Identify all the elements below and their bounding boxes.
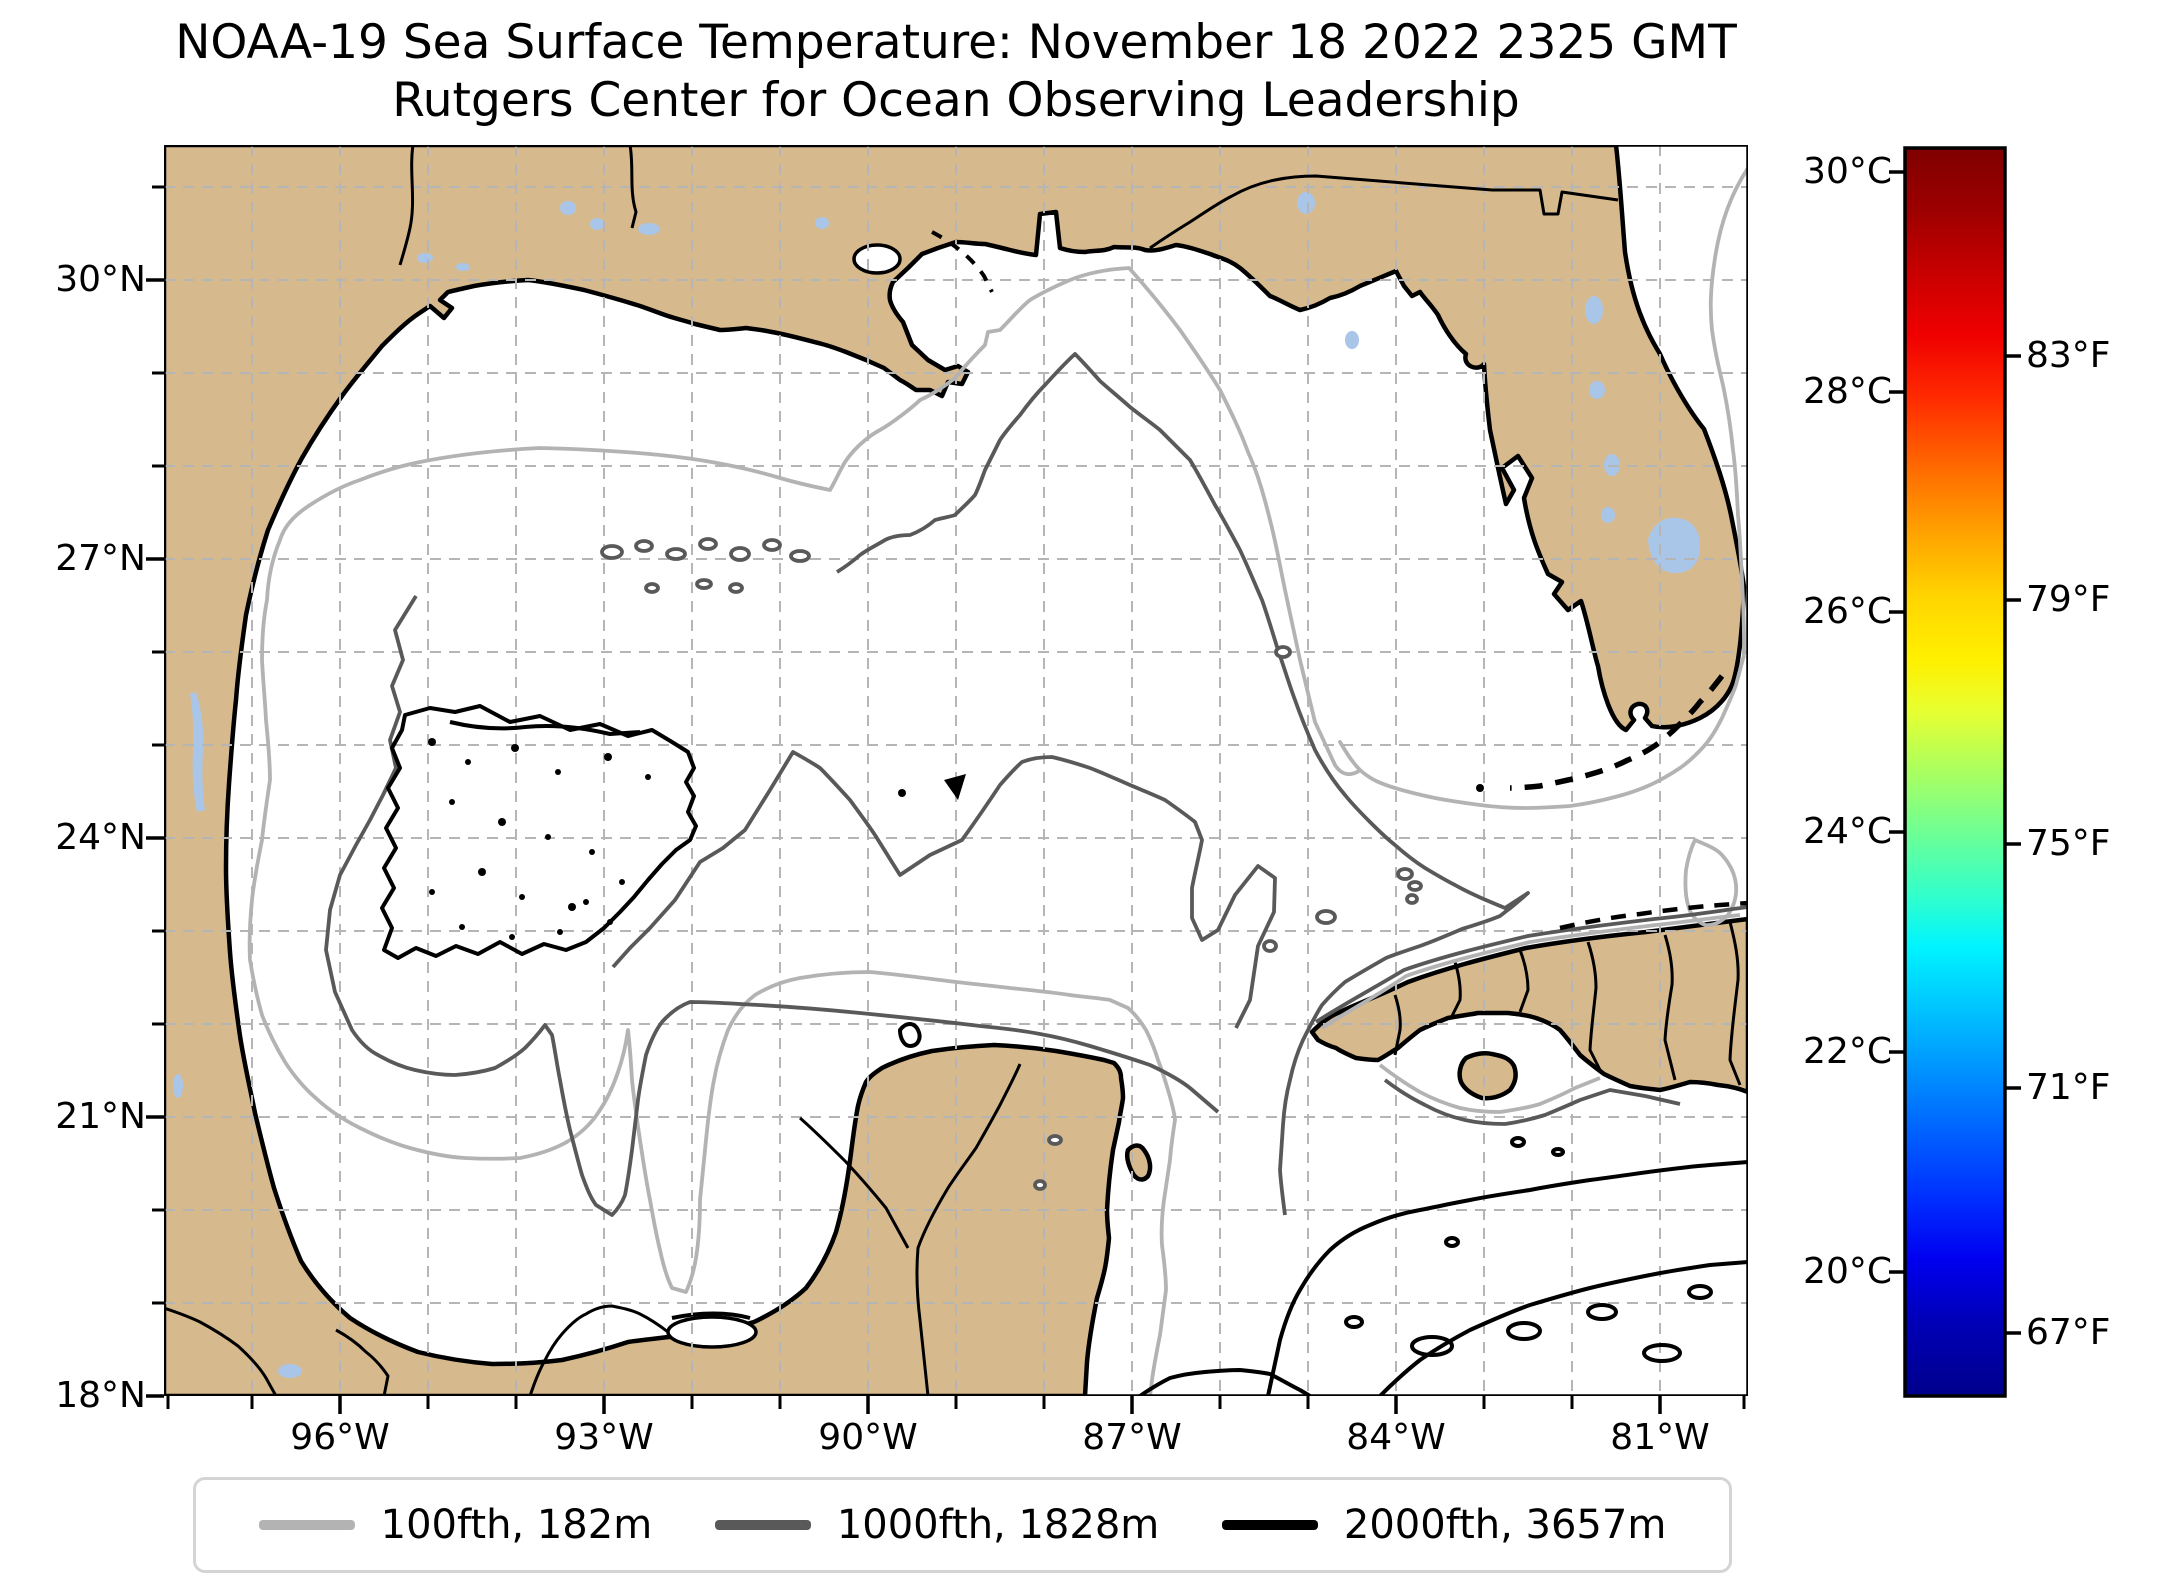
contour-2000fth [380, 704, 1748, 1396]
contour-1000fth [324, 352, 1748, 1217]
chandeleur-islands [931, 230, 994, 293]
figure-title: NOAA-19 Sea Surface Temperature: Novembe… [164, 14, 1748, 130]
coastal-lagoons [666, 243, 902, 1349]
cbar-label-20c: 20°C [1803, 1251, 1892, 1292]
contour-100fth [247, 166, 1748, 1396]
lon-label-84w: 84°W [1346, 1417, 1446, 1458]
lat-label-30n: 30°N [55, 259, 146, 300]
lat-label-21n: 21°N [55, 1096, 146, 1137]
legend-label-100fth: 100fth, 182m [380, 1502, 653, 1548]
lon-label-87w: 87°W [1082, 1417, 1182, 1458]
colorbar [1889, 146, 2021, 1398]
legend-label-1000fth: 1000fth, 1828m [836, 1502, 1160, 1548]
cuba-cays [1559, 900, 1748, 931]
legend-label-2000fth: 2000fth, 3657m [1343, 1502, 1667, 1548]
political-borders [164, 145, 1742, 1396]
axis-ticks [146, 185, 1746, 1414]
legend-item-100fth: 100fth, 182m [258, 1502, 653, 1548]
lon-label-90w: 90°W [818, 1417, 918, 1458]
lat-label-18n: 18°N [55, 1375, 146, 1416]
lon-label-93w: 93°W [554, 1417, 654, 1458]
lat-label-24n: 24°N [55, 817, 146, 858]
legend-line-100fth [258, 1520, 355, 1530]
title-line-1: NOAA-19 Sea Surface Temperature: Novembe… [175, 15, 1737, 70]
florida-keys [1509, 674, 1725, 791]
cbar-label-28c: 28°C [1803, 371, 1892, 412]
cbar-label-24c: 24°C [1803, 811, 1892, 852]
bathymetry-legend: 100fth, 182m 1000fth, 1828m 2000fth, 365… [193, 1477, 1732, 1573]
isla-juventud [1457, 1050, 1518, 1101]
cbar-label-79f: 79°F [2026, 579, 2111, 620]
legend-item-1000fth: 1000fth, 1828m [714, 1502, 1160, 1548]
island-chains [931, 230, 1748, 931]
cbar-label-22c: 22°C [1803, 1031, 1892, 1072]
cbar-label-67f: 67°F [2026, 1312, 2111, 1353]
legend-line-1000fth [714, 1520, 811, 1530]
title-line-2: Rutgers Center for Ocean Observing Leade… [392, 73, 1520, 128]
cbar-label-26c: 26°C [1803, 591, 1892, 632]
lat-label-27n: 27°N [55, 538, 146, 579]
cbar-label-75f: 75°F [2026, 823, 2111, 864]
basin-knolls [428, 738, 966, 940]
land-masses [164, 145, 1748, 1396]
cbar-label-71f: 71°F [2026, 1067, 2111, 1108]
laguna-terminos [666, 1315, 758, 1349]
gulf-of-mexico-map [146, 145, 2021, 1414]
cbar-label-83f: 83°F [2026, 335, 2111, 376]
legend-line-2000fth [1221, 1520, 1318, 1530]
lon-label-81w: 81°W [1610, 1417, 1710, 1458]
lon-label-96w: 96°W [290, 1417, 390, 1458]
cbar-label-30c: 30°C [1803, 151, 1892, 192]
legend-item-2000fth: 2000fth, 3657m [1221, 1502, 1667, 1548]
colorbar-gradient [1903, 146, 2007, 1398]
lake-pontchartrain [852, 243, 902, 275]
mainland-coast [164, 145, 1747, 1396]
